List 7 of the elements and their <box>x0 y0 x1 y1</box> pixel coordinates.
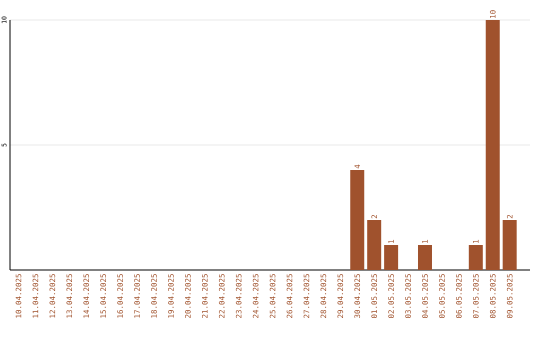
bar <box>486 20 500 270</box>
bar <box>350 170 364 270</box>
bar <box>418 245 432 270</box>
bar <box>384 245 398 270</box>
bar <box>502 220 517 270</box>
bar <box>468 245 483 270</box>
bar <box>367 220 382 270</box>
